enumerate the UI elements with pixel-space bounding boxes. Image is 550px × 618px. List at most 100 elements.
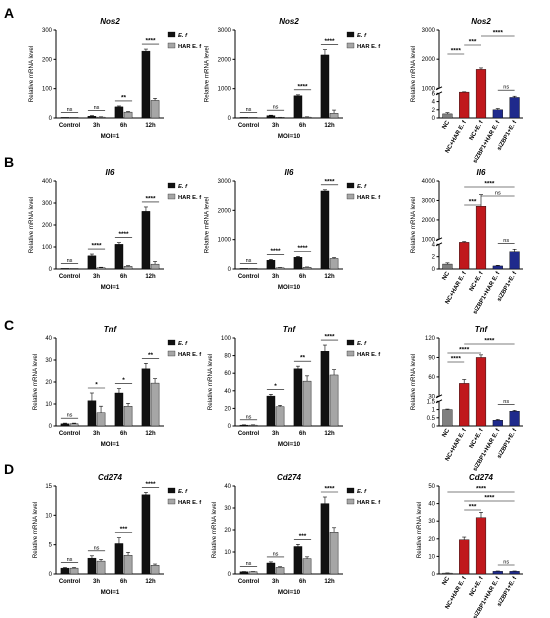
legend-swatch-c2-1 bbox=[346, 350, 355, 357]
y-tick-label-d2-3: 30 bbox=[224, 506, 231, 512]
y-tick-label-low-c3-0: 0 bbox=[432, 424, 436, 430]
y-tick-label-d2-4: 40 bbox=[224, 484, 231, 490]
x-tick-label-a1-0: Control bbox=[59, 123, 81, 129]
y-tick-label-low-b3-0: 0 bbox=[432, 267, 436, 273]
x-tick-label-d2-0: Control bbox=[238, 579, 260, 585]
sig-label-d1-0: ns bbox=[67, 557, 73, 563]
bar-c2-s0-3 bbox=[320, 351, 330, 427]
x-tick-label-a2-1: 3h bbox=[272, 123, 279, 129]
y-axis-label-b3: Relative mRNA level bbox=[410, 197, 417, 253]
legend-label-d2-0: E. f bbox=[357, 489, 367, 495]
legend-swatch-a1-0 bbox=[167, 31, 176, 38]
x-tick-label-d3-0: NC bbox=[442, 575, 452, 586]
sig-label-d1-2: *** bbox=[120, 526, 128, 533]
y-axis-label-d1: Relative mRNA level bbox=[32, 502, 39, 558]
chart-B2: Il6 0 1000 2000 3000 Control ns 3h **** 6h **** 12h… bbox=[218, 168, 381, 291]
cmp-label-a3-3: ns bbox=[503, 85, 509, 91]
bar-a2-s0-3 bbox=[320, 54, 330, 119]
y-tick-label-high-c3-3: 120 bbox=[425, 336, 436, 342]
legend-swatch-b2-1 bbox=[346, 193, 355, 200]
cmp-label-a3-1: *** bbox=[469, 39, 477, 46]
y-tick-label-d2-0: 0 bbox=[228, 572, 232, 578]
y-tick-label-d2-1: 10 bbox=[224, 550, 231, 556]
x-axis-title-b1: MOI=1 bbox=[101, 284, 120, 291]
sig-label-c2-2: ** bbox=[300, 355, 306, 362]
legend-label-a2-1: HAR E. f bbox=[357, 44, 380, 50]
bar-d2-s0-3 bbox=[320, 503, 330, 575]
sig-label-b2-1: **** bbox=[270, 248, 281, 255]
cmp-label-b3-0: *** bbox=[469, 199, 477, 206]
sig-label-b1-0: ns bbox=[67, 258, 73, 264]
x-tick-label-c2-1: 3h bbox=[272, 431, 279, 437]
bar-d3-1 bbox=[459, 539, 470, 575]
bar-c2-s1-2 bbox=[302, 380, 312, 427]
bar-c3-4 bbox=[509, 411, 520, 427]
bar-a2-s1-0 bbox=[248, 117, 258, 119]
x-tick-label-c1-3: 12h bbox=[145, 431, 156, 437]
y-tick-label-c1-1: 10 bbox=[45, 402, 52, 408]
y-tick-label-c2-2: 40 bbox=[224, 389, 231, 395]
y-tick-label-high-b3-2: 3000 bbox=[422, 198, 436, 204]
y-tick-label-c2-5: 100 bbox=[221, 336, 232, 342]
chart-title-c1: Tnf bbox=[104, 325, 118, 334]
legend-label-a1-0: E. f bbox=[178, 33, 188, 39]
y-tick-label-low-a3-2: 4 bbox=[432, 100, 436, 106]
legend-swatch-d2-1 bbox=[346, 498, 355, 505]
y-tick-label-low-c3-3: 1.5 bbox=[427, 399, 436, 405]
y-tick-label-b2-3: 3000 bbox=[218, 179, 232, 185]
x-tick-label-b1-2: 6h bbox=[120, 274, 127, 280]
legend-label-b2-0: E. f bbox=[357, 184, 367, 190]
y-tick-label-d1-2: 10 bbox=[45, 513, 52, 519]
legend-swatch-c1-1 bbox=[167, 350, 176, 357]
chart-title-c2: Tnf bbox=[283, 325, 297, 334]
x-tick-label-d1-3: 12h bbox=[145, 579, 156, 585]
x-tick-label-b3-2: NC+E. f bbox=[469, 270, 485, 292]
bar-d2-s0-2 bbox=[293, 546, 303, 575]
x-tick-label-c1-0: Control bbox=[59, 431, 81, 437]
chart-A1: Nos2 0 100 200 300 Control ns 3h ns 6h ** 12h **** MO… bbox=[42, 17, 201, 140]
y-tick-label-d2-2: 20 bbox=[224, 528, 231, 534]
bar-c2-s0-0 bbox=[239, 424, 249, 427]
legend-label-b1-0: E. f bbox=[178, 184, 188, 190]
bar-d3-0 bbox=[442, 572, 453, 575]
y-tick-label-high-c3-1: 60 bbox=[428, 375, 435, 381]
bar-a1-s1-3 bbox=[150, 100, 160, 119]
y-tick-label-low-c3-2: 1 bbox=[432, 408, 436, 414]
bar-a2-s0-2 bbox=[293, 95, 303, 119]
bar-a1-s1-1 bbox=[96, 116, 106, 119]
legend-label-d2-1: HAR E. f bbox=[357, 500, 380, 506]
sig-label-d2-3: **** bbox=[324, 486, 335, 493]
x-axis-title-c2: MOI=10 bbox=[278, 441, 301, 448]
chart-D2: Cd274 0 10 20 30 40 Control ns 3h ns 6h *** 12h **** M… bbox=[224, 473, 380, 596]
y-axis-label-d2: Relative mRNA level bbox=[211, 502, 218, 558]
bar-c1-s0-3 bbox=[141, 368, 151, 427]
bar-a2-s1-3 bbox=[329, 113, 339, 119]
legend-label-d1-1: HAR E. f bbox=[178, 500, 201, 506]
legend-swatch-a1-1 bbox=[167, 42, 176, 49]
y-tick-label-a1-1: 100 bbox=[42, 87, 53, 93]
y-axis-label-a1: Relative mRNA level bbox=[28, 46, 35, 102]
x-axis-title-a1: MOI=1 bbox=[101, 133, 120, 140]
bar-a1-s0-3 bbox=[141, 50, 151, 119]
legend-swatch-a2-1 bbox=[346, 42, 355, 49]
y-axis-label-c3: Relative mRNA level bbox=[410, 354, 417, 410]
bar-c2-s1-1 bbox=[275, 406, 285, 427]
bar-b1-s0-0 bbox=[60, 268, 70, 270]
chart-C2: Tnf 0 20 40 60 80 100 Control ns 3h * 6h ** 12h **** MO… bbox=[221, 325, 380, 448]
bar-b2-s1-0 bbox=[248, 268, 258, 270]
sig-label-a1-0: ns bbox=[67, 107, 73, 113]
sig-label-c1-3: ** bbox=[148, 352, 154, 359]
cmp-label-a3-2: **** bbox=[493, 30, 504, 37]
y-tick-label-d3-0: 0 bbox=[432, 572, 436, 578]
x-axis-title-b2: MOI=10 bbox=[278, 284, 301, 291]
bar-c1-s0-0 bbox=[60, 423, 70, 427]
bar-a1-s1-2 bbox=[123, 111, 133, 119]
chart-title-a1: Nos2 bbox=[100, 17, 120, 26]
y-tick-label-c2-0: 0 bbox=[228, 424, 232, 430]
x-tick-label-b2-3: 12h bbox=[324, 274, 335, 280]
y-tick-label-a1-0: 0 bbox=[49, 116, 53, 122]
bar-c1-s1-3 bbox=[150, 382, 160, 427]
x-tick-label-b1-1: 3h bbox=[93, 274, 100, 280]
